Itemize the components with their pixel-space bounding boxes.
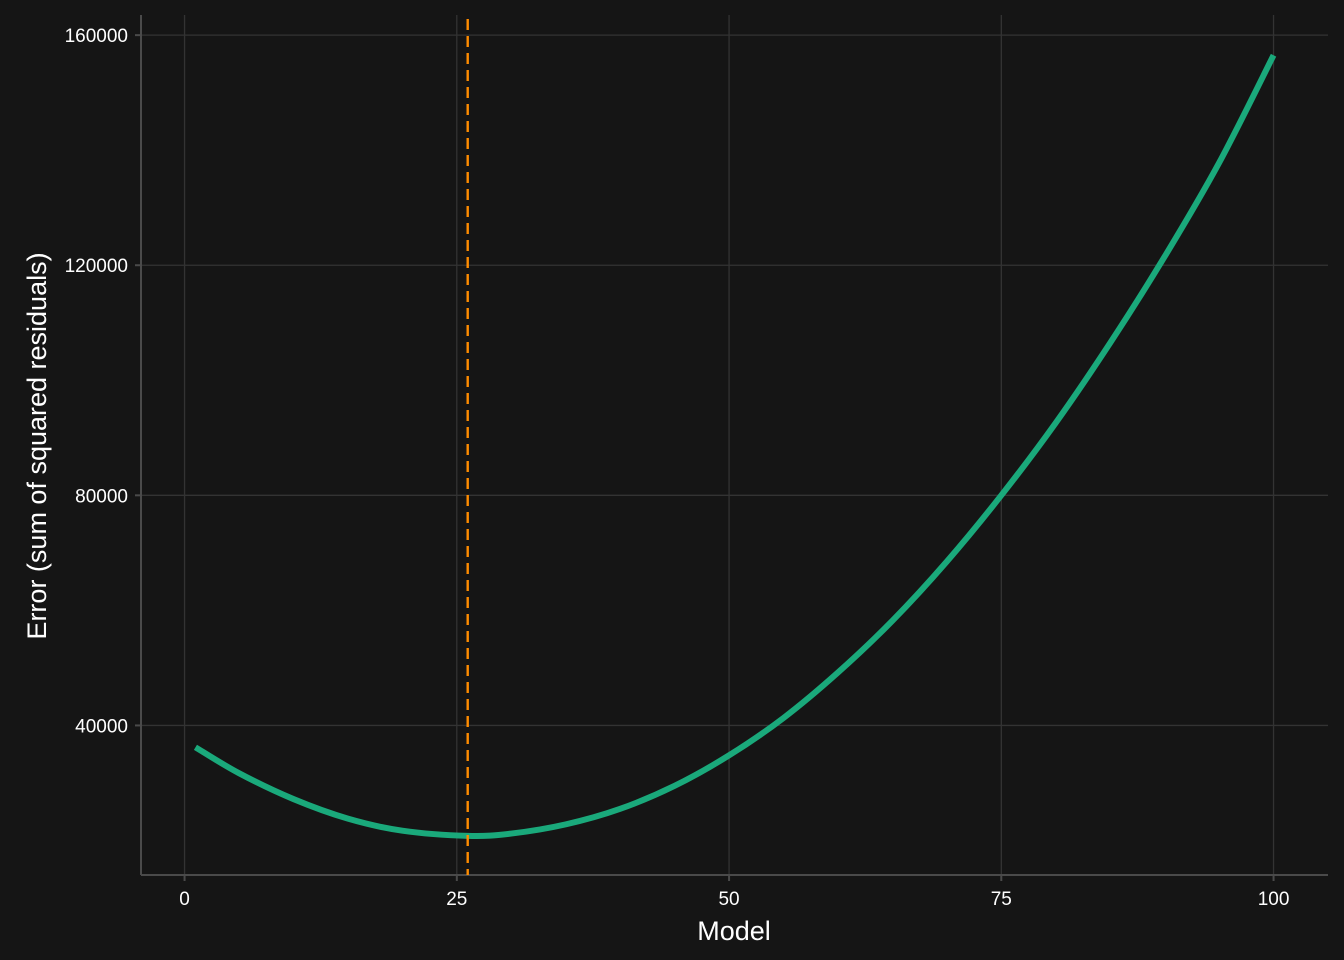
y-axis-title: Error (sum of squared residuals) xyxy=(22,252,52,639)
x-tick-label-2: 50 xyxy=(718,889,739,910)
y-tick-label-1: 80000 xyxy=(75,486,128,507)
axes xyxy=(135,15,1328,881)
x-tick-labels: 0 25 50 75 100 xyxy=(179,889,1289,910)
y-tick-label-0: 40000 xyxy=(75,716,128,737)
x-tick-label-0: 0 xyxy=(179,889,190,910)
y-tick-label-3: 160000 xyxy=(65,26,128,47)
x-tick-label-1: 25 xyxy=(446,889,467,910)
x-axis-title: Model xyxy=(697,916,771,946)
series-line-0 xyxy=(193,53,1277,839)
x-tick-label-4: 100 xyxy=(1258,889,1290,910)
y-tick-labels: 40000 80000 120000 160000 xyxy=(65,26,128,737)
y-tick-label-2: 120000 xyxy=(65,256,128,277)
x-tick-label-3: 75 xyxy=(991,889,1012,910)
series-layer xyxy=(193,53,1277,839)
grid xyxy=(141,15,1328,875)
